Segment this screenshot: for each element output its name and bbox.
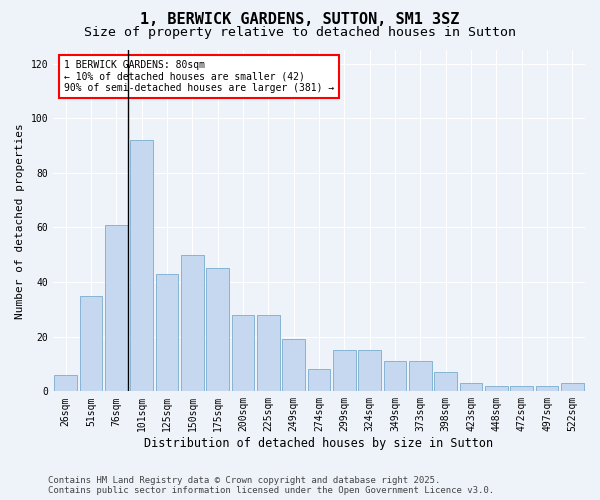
Bar	[485, 386, 508, 392]
Bar	[434, 372, 457, 392]
Bar	[409, 362, 432, 392]
Text: 1 BERWICK GARDENS: 80sqm
← 10% of detached houses are smaller (42)
90% of semi-d: 1 BERWICK GARDENS: 80sqm ← 10% of detach…	[64, 60, 334, 94]
Bar	[80, 296, 103, 392]
Bar	[232, 315, 254, 392]
Bar	[561, 383, 584, 392]
Text: Contains HM Land Registry data © Crown copyright and database right 2025.
Contai: Contains HM Land Registry data © Crown c…	[48, 476, 494, 495]
Text: 1, BERWICK GARDENS, SUTTON, SM1 3SZ: 1, BERWICK GARDENS, SUTTON, SM1 3SZ	[140, 12, 460, 28]
X-axis label: Distribution of detached houses by size in Sutton: Distribution of detached houses by size …	[145, 437, 494, 450]
Bar	[383, 362, 406, 392]
Bar	[460, 383, 482, 392]
Bar	[105, 225, 128, 392]
Bar	[510, 386, 533, 392]
Bar	[55, 375, 77, 392]
Text: Size of property relative to detached houses in Sutton: Size of property relative to detached ho…	[84, 26, 516, 39]
Bar	[130, 140, 153, 392]
Bar	[333, 350, 356, 392]
Bar	[181, 255, 204, 392]
Bar	[155, 274, 178, 392]
Bar	[536, 386, 559, 392]
Bar	[257, 315, 280, 392]
Bar	[358, 350, 381, 392]
Bar	[308, 370, 331, 392]
Bar	[282, 340, 305, 392]
Bar	[206, 268, 229, 392]
Y-axis label: Number of detached properties: Number of detached properties	[15, 123, 25, 318]
